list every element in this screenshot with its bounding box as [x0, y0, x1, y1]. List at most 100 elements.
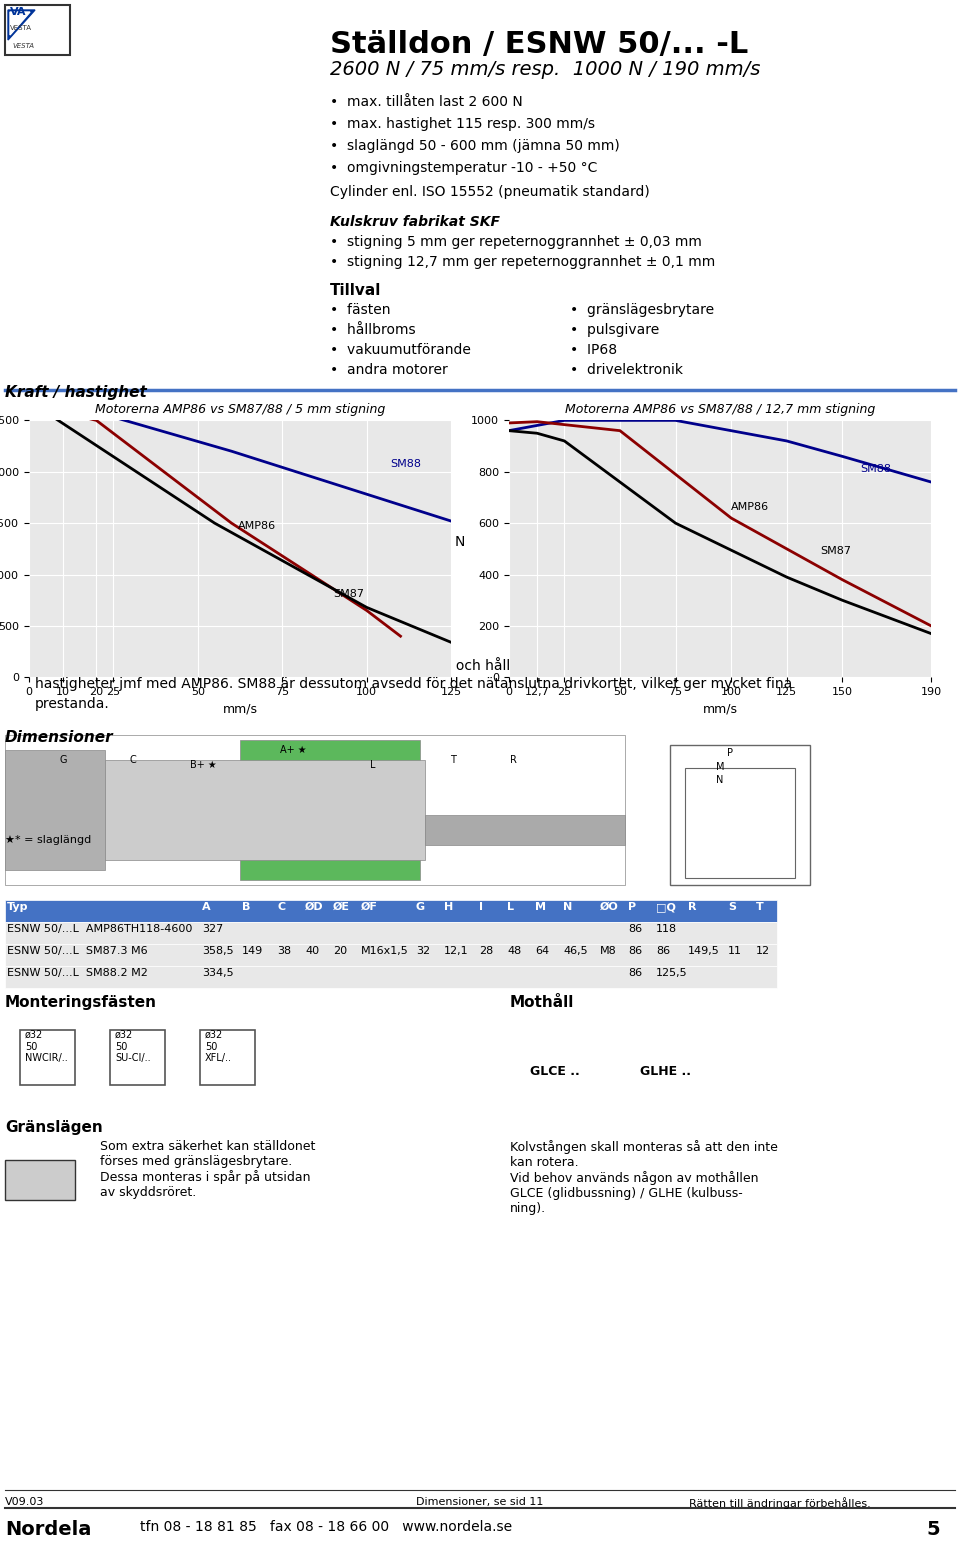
- Text: N: N: [716, 775, 724, 785]
- Text: R: R: [688, 902, 697, 912]
- Bar: [20, 1031, 75, 1085]
- Text: Kulskruv fabrikat SKF: Kulskruv fabrikat SKF: [330, 215, 500, 229]
- Text: R: R: [510, 755, 516, 764]
- Bar: [685, 768, 795, 878]
- Text: •  gränslägesbrytare: • gränslägesbrytare: [570, 304, 714, 318]
- Text: 12: 12: [756, 947, 770, 956]
- Text: SM87: SM87: [820, 547, 852, 556]
- Text: M16x1,5: M16x1,5: [361, 947, 409, 956]
- Text: Kraft / hastighet: Kraft / hastighet: [5, 385, 147, 400]
- Text: SM87: SM87: [333, 589, 364, 599]
- Text: •  vakuumutförande: • vakuumutförande: [330, 343, 470, 357]
- Text: prestanda.: prestanda.: [35, 698, 109, 712]
- Text: B: B: [242, 902, 251, 912]
- Text: C: C: [130, 755, 136, 764]
- Text: 38: 38: [277, 947, 291, 956]
- Text: 2600 N / 75 mm/s resp.  1000 N / 190 mm/s: 2600 N / 75 mm/s resp. 1000 N / 190 mm/s: [330, 61, 760, 79]
- Bar: [5, 5, 70, 54]
- Text: 327: 327: [202, 923, 224, 934]
- Text: AMP86: AMP86: [35, 637, 94, 651]
- Text: ansluts via kabelförskruvning / skärmad EMC-kabel och håller IP55 (IP68). De ger: ansluts via kabelförskruvning / skärmad …: [96, 657, 806, 673]
- Text: ESNW 50/...L  SM87.3 M6: ESNW 50/...L SM87.3 M6: [7, 947, 148, 956]
- Text: ØO: ØO: [600, 902, 619, 912]
- Text: ESNW 50/...L  SM88.2 M2: ESNW 50/...L SM88.2 M2: [7, 968, 148, 978]
- Text: SM88: SM88: [860, 464, 891, 473]
- Text: P: P: [727, 747, 733, 758]
- Bar: [105, 760, 425, 859]
- Text: ØE: ØE: [333, 902, 350, 912]
- Text: VESTA: VESTA: [12, 44, 34, 48]
- Bar: [5, 944, 777, 965]
- Y-axis label: N: N: [455, 536, 466, 550]
- Text: •  fästen: • fästen: [330, 304, 391, 318]
- Polygon shape: [10, 12, 30, 34]
- Text: 125,5: 125,5: [656, 968, 687, 978]
- Text: 86: 86: [628, 968, 642, 978]
- Text: Tillval: Tillval: [330, 283, 381, 297]
- Bar: [670, 744, 810, 884]
- Text: Nordela: Nordela: [5, 1520, 91, 1538]
- Text: 12,1: 12,1: [444, 947, 468, 956]
- Text: •  hållbroms: • hållbroms: [330, 322, 416, 336]
- Text: SM87/88: SM87/88: [35, 657, 103, 671]
- Text: 86: 86: [628, 923, 642, 934]
- Text: Typ: Typ: [7, 902, 29, 912]
- Text: □Q: □Q: [656, 902, 676, 912]
- Text: M: M: [716, 761, 724, 772]
- Text: •  stigning 12,7 mm ger repeternoggrannhet ± 0,1 mm: • stigning 12,7 mm ger repeternoggrannhe…: [330, 255, 715, 269]
- Text: ESNW 50/...L  AMP86TH118-4600: ESNW 50/...L AMP86TH118-4600: [7, 923, 192, 934]
- Text: Cylinder enl. ISO 15552 (pneumatik standard): Cylinder enl. ISO 15552 (pneumatik stand…: [330, 185, 650, 199]
- Text: C: C: [277, 902, 285, 912]
- Text: SM88: SM88: [391, 459, 421, 469]
- Text: Som extra säkerhet kan ställdonet
förses med gränslägesbrytare.
Dessa monteras i: Som extra säkerhet kan ställdonet förses…: [100, 1140, 316, 1199]
- Bar: [5, 750, 105, 870]
- Text: Dimensioner: Dimensioner: [5, 730, 113, 744]
- Bar: [5, 922, 777, 944]
- Text: T: T: [756, 902, 764, 912]
- Text: •  omgivningstemperatur -10 - +50 °C: • omgivningstemperatur -10 - +50 °C: [330, 160, 597, 174]
- Text: B+ ★: B+ ★: [190, 760, 217, 771]
- Text: 86: 86: [628, 947, 642, 956]
- Text: Ställdon / ESNW 50/... -L: Ställdon / ESNW 50/... -L: [330, 30, 748, 59]
- Bar: [5, 900, 777, 922]
- Text: A+ ★: A+ ★: [280, 744, 306, 755]
- Text: 40: 40: [305, 947, 319, 956]
- Text: •  pulsgivare: • pulsgivare: [570, 322, 660, 336]
- Text: ø32
50
XFL/..: ø32 50 XFL/..: [205, 1031, 232, 1063]
- Text: Mothåll: Mothåll: [510, 995, 574, 1010]
- Text: Rätten till ändringar förbehålles.: Rätten till ändringar förbehålles.: [689, 1496, 871, 1509]
- Text: Monteringsfästen: Monteringsfästen: [5, 995, 157, 1010]
- Text: ø32
50
NWCIR/..: ø32 50 NWCIR/..: [25, 1031, 68, 1063]
- Text: har enkelledare och är avsedd för inbyggnad.: har enkelledare och är avsedd för inbygg…: [78, 637, 396, 651]
- Text: H: H: [444, 902, 453, 912]
- Text: Gränslägen: Gränslägen: [5, 1119, 103, 1135]
- Text: VESTA: VESTA: [10, 25, 32, 31]
- Text: L: L: [370, 760, 375, 771]
- Text: 118: 118: [656, 923, 677, 934]
- Text: 32: 32: [416, 947, 430, 956]
- Title: Motorerna AMP86 vs SM87/88 / 12,7 mm stigning: Motorerna AMP86 vs SM87/88 / 12,7 mm sti…: [564, 403, 876, 416]
- Text: •  max. tillåten last 2 600 N: • max. tillåten last 2 600 N: [330, 95, 523, 109]
- Text: Dimensioner, se sid 11: Dimensioner, se sid 11: [417, 1496, 543, 1507]
- Text: G: G: [416, 902, 425, 912]
- Title: Motorerna AMP86 vs SM87/88 / 5 mm stigning: Motorerna AMP86 vs SM87/88 / 5 mm stigni…: [95, 403, 385, 416]
- Text: •  max. hastighet 115 resp. 300 mm/s: • max. hastighet 115 resp. 300 mm/s: [330, 117, 595, 131]
- Text: •  slaglängd 50 - 600 mm (jämna 50 mm): • slaglängd 50 - 600 mm (jämna 50 mm): [330, 139, 620, 153]
- Text: 28: 28: [479, 947, 493, 956]
- Text: 11: 11: [728, 947, 742, 956]
- Bar: [110, 1031, 165, 1085]
- Text: G: G: [60, 755, 67, 764]
- Text: A: A: [202, 902, 210, 912]
- Text: M: M: [535, 902, 546, 912]
- X-axis label: mm/s: mm/s: [703, 702, 737, 716]
- Text: 20: 20: [333, 947, 348, 956]
- Text: ØD: ØD: [305, 902, 324, 912]
- Text: 334,5: 334,5: [202, 968, 233, 978]
- Text: 64: 64: [535, 947, 549, 956]
- Text: 149,5: 149,5: [688, 947, 720, 956]
- Text: GLCE ..: GLCE ..: [530, 1065, 580, 1077]
- Text: S: S: [728, 902, 736, 912]
- Text: ★* = slaglängd: ★* = slaglängd: [5, 835, 91, 845]
- Text: I: I: [479, 902, 483, 912]
- Text: 86: 86: [656, 947, 670, 956]
